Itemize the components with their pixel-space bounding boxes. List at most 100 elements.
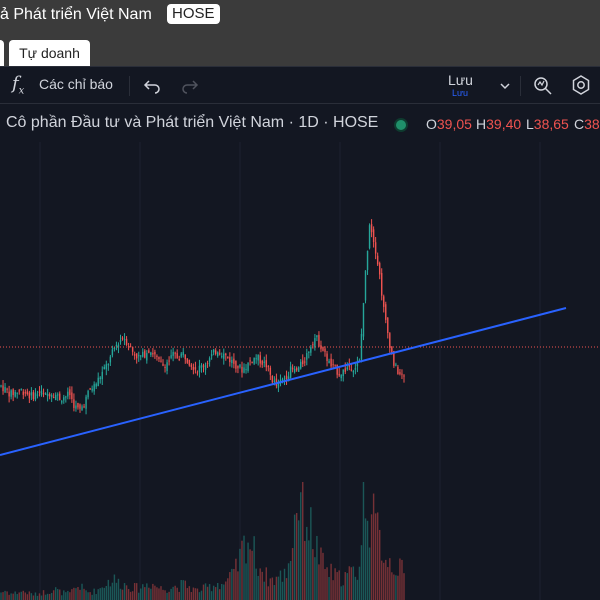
- volume-bar: [393, 574, 395, 600]
- symbol-title[interactable]: Cô phần Đầu tư và Phát triển Việt Nam · …: [6, 114, 379, 131]
- tab-previous[interactable]: [0, 40, 4, 66]
- volume-bars: [0, 482, 405, 600]
- save-button[interactable]: Lưu: [448, 72, 473, 88]
- volume-bar: [259, 568, 261, 600]
- candle-body: [229, 357, 231, 363]
- volume-bar: [182, 580, 184, 600]
- candle-body: [26, 391, 29, 395]
- candle-body: [22, 391, 24, 395]
- volume-bar: [194, 588, 197, 600]
- volume-bar: [119, 588, 122, 600]
- candle-body: [285, 375, 288, 379]
- quick-search-icon[interactable]: [532, 74, 554, 96]
- volume-bar: [221, 584, 223, 600]
- candle-body: [239, 364, 241, 368]
- candle-body: [107, 364, 110, 366]
- candle-body: [54, 394, 57, 401]
- volume-bar: [14, 591, 16, 600]
- candle-body: [261, 360, 263, 365]
- volume-bar: [97, 589, 99, 600]
- candle-body: [93, 384, 95, 392]
- candle-body: [320, 345, 322, 350]
- tab-proprietary-trading[interactable]: Tự doanh: [9, 40, 90, 66]
- indicators-button[interactable]: Các chỉ báo: [39, 76, 113, 92]
- indicators-fx-icon[interactable]: fx: [12, 73, 25, 97]
- candle-body: [322, 346, 324, 351]
- candle-body: [170, 355, 172, 358]
- volume-bar: [75, 588, 77, 600]
- settings-icon[interactable]: [570, 74, 592, 96]
- candle-body: [30, 392, 33, 396]
- candle-body: [148, 350, 150, 353]
- volume-bar: [358, 566, 361, 600]
- volume-bar: [219, 589, 221, 600]
- volume-bar: [160, 586, 162, 600]
- candle-body: [166, 362, 168, 371]
- volume-bar: [245, 563, 247, 600]
- candle-body: [180, 353, 182, 357]
- candle-body: [103, 366, 105, 370]
- candle-body: [0, 385, 2, 387]
- candle-body: [138, 355, 140, 357]
- volume-bar: [54, 587, 57, 600]
- candle-body: [176, 353, 178, 359]
- volume-bar: [318, 564, 320, 600]
- candle-body: [140, 355, 142, 357]
- ohlc-low-label: L: [526, 116, 534, 132]
- price-chart[interactable]: [0, 142, 600, 600]
- chevron-down-icon[interactable]: [499, 80, 511, 92]
- volume-bar: [73, 587, 75, 600]
- candle-body: [164, 367, 166, 369]
- candle-body: [221, 356, 223, 358]
- undo-icon[interactable]: [143, 77, 161, 95]
- volume-bar: [144, 587, 146, 600]
- volume-bar: [381, 560, 383, 600]
- candle-body: [123, 339, 126, 341]
- candle-body: [332, 364, 334, 366]
- candle-body: [271, 376, 274, 383]
- volume-bar: [99, 588, 101, 600]
- candle-body: [160, 360, 162, 362]
- candle-body: [249, 360, 251, 362]
- volume-bar: [178, 591, 180, 600]
- candle-body: [273, 380, 276, 382]
- candle-body: [69, 389, 71, 396]
- candle-body: [20, 389, 22, 391]
- volume-bar: [306, 526, 308, 600]
- candle-body: [366, 250, 369, 270]
- candle-body: [121, 337, 124, 340]
- volume-bar: [308, 540, 310, 600]
- volume-bar: [330, 563, 332, 600]
- candle-body: [81, 406, 83, 411]
- volume-bar: [334, 568, 336, 600]
- redo-icon[interactable]: [181, 77, 199, 95]
- candle-body: [144, 350, 146, 358]
- toolbar-divider: [129, 76, 130, 96]
- volume-bar: [403, 573, 405, 600]
- volume-bar: [241, 540, 243, 600]
- chart-toolbar: fx Các chỉ báo Lưu Lưu: [0, 66, 600, 104]
- volume-bar: [391, 572, 393, 600]
- ohlc-low: L38,65: [526, 116, 569, 132]
- volume-bar: [235, 558, 237, 600]
- candle-body: [34, 392, 37, 400]
- volume-bar: [378, 529, 381, 600]
- volume-bar: [273, 585, 276, 600]
- volume-bar: [87, 592, 89, 600]
- candle-body: [297, 367, 300, 372]
- candle-body: [87, 390, 89, 398]
- candle-body: [263, 361, 265, 363]
- candle-body: [241, 366, 243, 373]
- volume-bar: [95, 594, 97, 600]
- volume-bar: [26, 594, 29, 600]
- volume-bar: [233, 568, 235, 600]
- candle-body: [172, 351, 174, 356]
- volume-bar: [20, 591, 22, 600]
- candle-body: [182, 351, 184, 356]
- volume-bar: [77, 586, 79, 600]
- volume-bar: [304, 541, 306, 600]
- candle-body: [154, 351, 156, 355]
- volume-bar: [150, 588, 152, 600]
- candle-body: [344, 368, 346, 372]
- volume-bar: [48, 593, 51, 600]
